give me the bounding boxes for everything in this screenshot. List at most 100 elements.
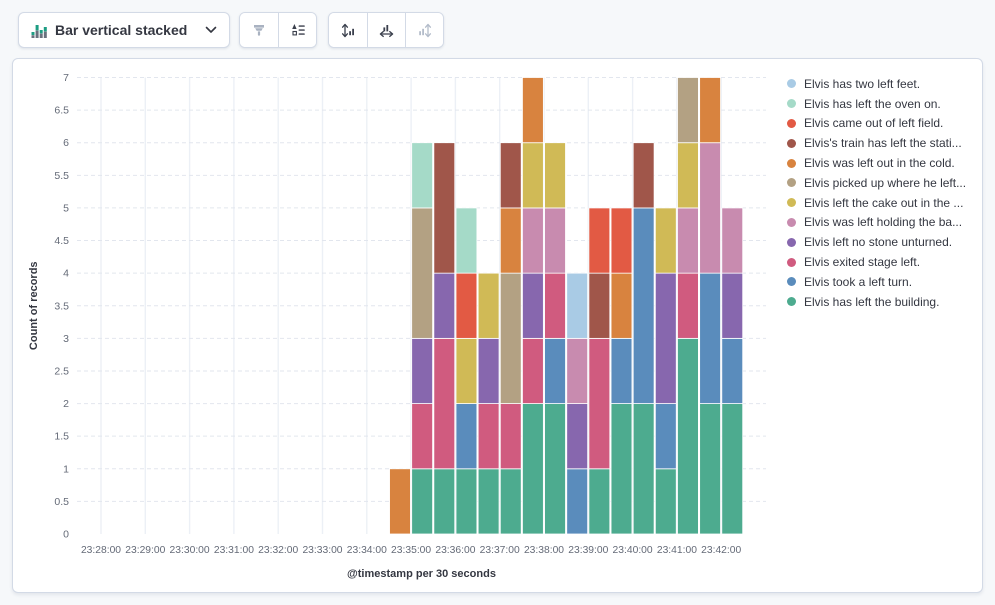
bar-segment[interactable] <box>433 272 456 339</box>
legend-item[interactable]: Elvis exited stage left. <box>787 252 977 272</box>
bar-segment[interactable] <box>677 337 699 535</box>
x-tick-label: 23:33:00 <box>302 545 342 556</box>
bar-segment[interactable] <box>588 337 611 470</box>
bar-segment[interactable] <box>389 468 411 535</box>
bar-segment[interactable] <box>721 272 744 339</box>
bar-segment[interactable] <box>455 468 478 535</box>
chevron-down-icon <box>205 26 217 33</box>
bar-segment[interactable] <box>566 468 589 535</box>
bar-segment[interactable] <box>411 337 434 404</box>
bar-segment[interactable] <box>433 468 456 535</box>
bar-segment[interactable] <box>455 337 478 404</box>
bar-segment[interactable] <box>499 403 522 470</box>
bar-segment[interactable] <box>522 272 544 339</box>
bar-segment[interactable] <box>699 403 721 535</box>
bar-segment[interactable] <box>411 142 434 209</box>
legend-values-icon <box>291 24 305 36</box>
bar-segment[interactable] <box>477 272 500 339</box>
bar-segment[interactable] <box>632 207 655 404</box>
legend-item[interactable]: Elvis took a left turn. <box>787 272 977 292</box>
bar-segment[interactable] <box>544 403 566 535</box>
bar-segment[interactable] <box>544 207 566 274</box>
bar-segment[interactable] <box>610 207 633 274</box>
bar-segment[interactable] <box>499 207 522 274</box>
bar-segment[interactable] <box>499 468 522 535</box>
legend-item[interactable]: Elvis has two left feet. <box>787 74 977 94</box>
bar-segment[interactable] <box>477 337 500 404</box>
bar-segment[interactable] <box>455 272 478 339</box>
bar-segment[interactable] <box>499 142 522 209</box>
legend-item[interactable]: Elvis came out of left field. <box>787 114 977 134</box>
bar-segment[interactable] <box>411 207 434 339</box>
bar-segment[interactable] <box>610 272 633 339</box>
bar-segment[interactable] <box>522 403 544 535</box>
bar-segment[interactable] <box>588 272 611 339</box>
legend-label: Elvis was left out in the cold. <box>804 156 955 171</box>
bar-segment[interactable] <box>544 272 566 339</box>
bar-segment[interactable] <box>588 468 611 535</box>
axis-right-icon <box>419 23 432 37</box>
bar-segment[interactable] <box>632 142 655 209</box>
bar-segment[interactable] <box>522 77 544 144</box>
bar-segment[interactable] <box>522 142 544 209</box>
bar-segment[interactable] <box>566 272 589 339</box>
bar-segment[interactable] <box>477 468 500 535</box>
bar-segment[interactable] <box>455 207 478 274</box>
bar-segment[interactable] <box>455 403 478 470</box>
bar-segment[interactable] <box>632 403 655 535</box>
legend-item[interactable]: Elvis has left the building. <box>787 292 977 312</box>
legend-color-dot <box>787 198 796 208</box>
bottom-axis-button[interactable] <box>367 13 405 47</box>
brush-button[interactable] <box>240 13 278 47</box>
bar-segment[interactable] <box>677 142 699 209</box>
left-axis-button[interactable] <box>329 13 367 47</box>
bar-segment[interactable] <box>544 142 566 209</box>
legend-item[interactable]: Elvis left the cake out in the ... <box>787 193 977 213</box>
bar-segment[interactable] <box>721 403 744 535</box>
bar-segment[interactable] <box>677 77 699 144</box>
bar-segment[interactable] <box>677 207 699 274</box>
bar-segment[interactable] <box>699 142 721 274</box>
right-axis-button[interactable] <box>405 13 443 47</box>
bar-segment[interactable] <box>411 468 434 535</box>
y-tick-label: 4 <box>63 268 69 280</box>
bar-segment[interactable] <box>522 337 544 404</box>
bar-segment[interactable] <box>544 337 566 404</box>
bar-segment[interactable] <box>677 272 699 339</box>
legend-item[interactable]: Elvis left no stone unturned. <box>787 232 977 252</box>
bar-segment[interactable] <box>566 403 589 470</box>
bar-segment[interactable] <box>522 207 544 274</box>
bar-segment[interactable] <box>566 337 589 404</box>
legend-item[interactable]: Elvis's train has left the stati... <box>787 133 977 153</box>
bar-series <box>389 77 744 535</box>
bar-segment[interactable] <box>721 207 744 274</box>
bar-segment[interactable] <box>499 272 522 404</box>
bar-segment[interactable] <box>699 272 721 404</box>
chart-type-dropdown[interactable]: Bar vertical stacked <box>18 12 230 48</box>
bar-segment[interactable] <box>433 142 456 274</box>
bar-segment[interactable] <box>654 207 677 274</box>
legend-values-button[interactable] <box>278 13 316 47</box>
bar-segment[interactable] <box>433 337 456 470</box>
bar-segment[interactable] <box>654 468 677 535</box>
legend: Elvis has two left feet. Elvis has left t… <box>787 74 977 312</box>
x-tick-label: 23:38:00 <box>524 545 564 556</box>
bar-segment[interactable] <box>588 207 611 274</box>
y-tick-label: 3 <box>63 333 69 345</box>
legend-item[interactable]: Elvis was left holding the ba... <box>787 213 977 233</box>
bar-segment[interactable] <box>699 77 721 144</box>
bar-segment[interactable] <box>610 403 633 535</box>
bar-segment[interactable] <box>721 337 744 404</box>
legend-item[interactable]: Elvis picked up where he left... <box>787 173 977 193</box>
bar-segment[interactable] <box>477 403 500 470</box>
y-tick-label: 0.5 <box>54 496 69 508</box>
bar-segment[interactable] <box>654 272 677 404</box>
bar-segment[interactable] <box>610 337 633 404</box>
lens-toolbar: Bar vertical stacked <box>18 12 444 48</box>
legend-item[interactable]: Elvis has left the oven on. <box>787 94 977 114</box>
bar-segment[interactable] <box>411 403 434 470</box>
legend-color-dot <box>787 257 796 267</box>
bar-segment[interactable] <box>654 403 677 470</box>
legend-item[interactable]: Elvis was left out in the cold. <box>787 153 977 173</box>
y-tick-label: 7 <box>63 72 69 84</box>
